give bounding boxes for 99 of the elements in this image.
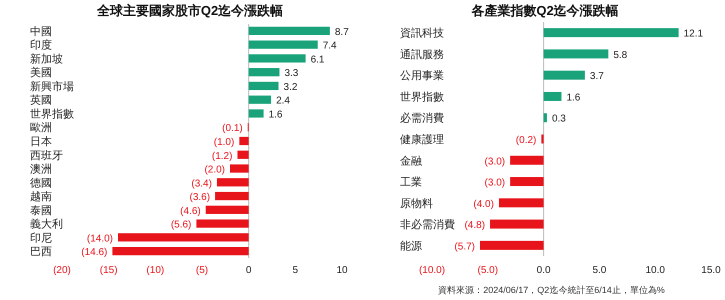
- x-tick-label: (20): [53, 265, 71, 276]
- y-tick-label: 歐洲: [30, 121, 52, 134]
- bar: [544, 113, 547, 122]
- y-tick-label: 西班牙: [30, 148, 63, 162]
- data-label: (14.6): [81, 247, 108, 258]
- data-label: (1.2): [212, 150, 232, 162]
- x-tick-label: (15): [100, 265, 118, 276]
- bar: [248, 26, 330, 36]
- x-tick-label: 5: [292, 265, 299, 276]
- bar: [480, 240, 544, 250]
- data-label: (1.0): [214, 137, 234, 148]
- chart-title: 各產業指數Q2迄今漲跌幅: [470, 3, 619, 18]
- bar: [239, 136, 249, 146]
- data-label: (3.4): [191, 178, 212, 190]
- y-tick-label: 泰國: [30, 204, 52, 217]
- data-label: 6.1: [310, 54, 325, 66]
- y-tick-label: 金融: [400, 155, 422, 168]
- y-tick-label: 能源: [400, 239, 422, 252]
- x-tick-label: (5.0): [478, 265, 498, 276]
- x-tick-label: 0: [246, 265, 252, 276]
- y-tick-label: 英國: [30, 94, 52, 107]
- y-tick-label: 美國: [30, 66, 52, 80]
- y-tick-label: 世界指數: [400, 90, 444, 104]
- x-tick-label: 10.0: [645, 265, 666, 276]
- y-tick-label: 原物料: [400, 196, 433, 210]
- bar: [118, 233, 249, 242]
- y-tick-label: 義大利: [30, 218, 63, 231]
- data-label: (4.0): [473, 198, 494, 210]
- data-label: 3.2: [284, 82, 298, 93]
- data-label: (5.7): [454, 241, 475, 252]
- bar: [544, 92, 562, 101]
- bar: [248, 82, 279, 90]
- y-tick-label: 德國: [30, 177, 52, 190]
- bar: [216, 178, 249, 186]
- data-label: 0.3: [552, 114, 566, 125]
- data-label: 3.7: [590, 71, 604, 82]
- bar: [248, 40, 318, 49]
- data-label: 12.1: [684, 28, 704, 40]
- bar: [544, 70, 585, 80]
- bar: [215, 192, 249, 200]
- data-label: 5.8: [613, 50, 628, 61]
- data-label: (2.0): [204, 164, 225, 176]
- y-tick-label: 非必需消費: [400, 218, 455, 232]
- bar: [248, 109, 264, 118]
- bar: [112, 246, 249, 256]
- bar: [248, 68, 280, 76]
- bar: [510, 177, 544, 186]
- data-label: 7.4: [322, 40, 338, 52]
- bar: [237, 150, 249, 159]
- y-tick-label: 新興市場: [30, 80, 74, 93]
- x-tick-label: 10: [336, 265, 348, 276]
- data-label: (14.0): [86, 233, 113, 244]
- data-label: (3.0): [484, 178, 506, 189]
- y-tick-label: 世界指數: [30, 107, 74, 120]
- data-label: 8.7: [334, 26, 350, 38]
- bar: [510, 156, 544, 165]
- data-label: (5.6): [170, 220, 192, 231]
- y-tick-label: 新加坡: [30, 52, 63, 66]
- data-label: (3.0): [484, 156, 506, 168]
- bar: [544, 28, 679, 38]
- data-label: 1.6: [268, 109, 283, 120]
- y-tick-label: 健康護理: [400, 133, 444, 146]
- y-tick-label: 必需消費: [400, 112, 444, 125]
- y-tick-label: 工業: [400, 176, 422, 189]
- y-tick-label: 通訊服務: [400, 48, 444, 61]
- bar: [248, 96, 272, 104]
- chart-title: 全球主要國家股市Q2迄今漲跌幅: [96, 3, 284, 18]
- bar: [196, 219, 249, 228]
- y-tick-label: 日本: [30, 135, 52, 148]
- bar: [541, 134, 544, 144]
- bar: [206, 206, 249, 214]
- data-label: 2.4: [276, 96, 290, 107]
- y-tick-label: 越南: [30, 190, 52, 204]
- x-tick-label: (5): [196, 265, 208, 276]
- x-tick-label: (10): [146, 265, 164, 276]
- y-tick-label: 公用事業: [400, 69, 444, 82]
- x-tick-label: 15.0: [701, 265, 722, 276]
- x-tick-label: 5.0: [592, 265, 607, 276]
- data-label: (3.6): [190, 192, 210, 204]
- data-label: 3.3: [284, 68, 299, 80]
- y-tick-label: 印度: [30, 38, 52, 52]
- bar: [544, 49, 608, 58]
- data-label: 1.6: [566, 92, 581, 104]
- bar: [230, 164, 249, 173]
- y-tick-label: 資訊科技: [400, 26, 444, 40]
- data-label: (4.6): [180, 206, 201, 217]
- y-tick-label: 中國: [30, 24, 52, 38]
- y-tick-label: 澳洲: [30, 162, 52, 176]
- y-tick-label: 印尼: [30, 231, 52, 244]
- source-note: 資料來源：2024/06/17，Q2迄今統計至6/14止，單位為%: [438, 285, 665, 295]
- x-tick-label: (10.0): [418, 265, 446, 276]
- y-tick-label: 巴西: [30, 246, 52, 258]
- data-label: (0.2): [516, 135, 536, 146]
- bar: [490, 220, 544, 229]
- x-tick-label: 0.0: [536, 265, 551, 276]
- data-label: (0.1): [222, 123, 243, 134]
- bar: [498, 198, 544, 208]
- data-label: (4.8): [464, 220, 486, 232]
- bar: [248, 54, 306, 63]
